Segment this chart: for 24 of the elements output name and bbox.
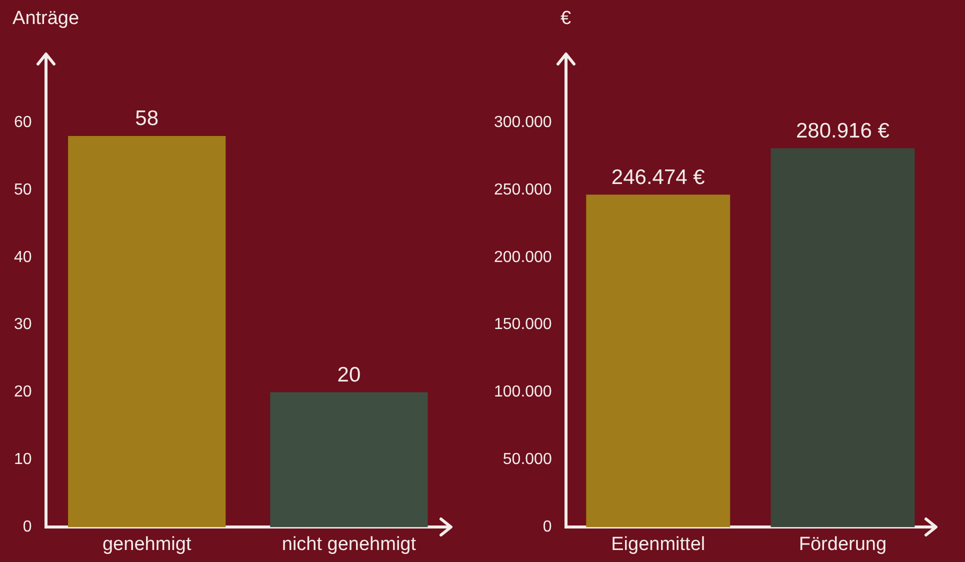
y-tick-label: 300.000 bbox=[494, 114, 552, 131]
y-tick-label: 40 bbox=[14, 248, 32, 266]
y-tick-label: 50 bbox=[14, 181, 32, 198]
y-tick-label: 20 bbox=[14, 384, 32, 401]
data-label: 280.916 € bbox=[796, 120, 890, 142]
data-label: 246.474 € bbox=[611, 166, 706, 189]
data-label: 20 bbox=[337, 364, 361, 387]
x-tick-label: genehmigt bbox=[102, 534, 192, 555]
y-tick-label: 0 bbox=[542, 518, 552, 536]
y-tick-label: 0 bbox=[22, 518, 32, 536]
y-tick-label: 100.000 bbox=[494, 384, 552, 401]
data-label: 58 bbox=[135, 107, 159, 130]
y-tick-label: 150.000 bbox=[494, 316, 552, 334]
y-tick-label: 30 bbox=[14, 316, 32, 334]
y-tick-label: 200.000 bbox=[494, 248, 552, 266]
y-axis-title: Anträge bbox=[12, 8, 80, 30]
y-tick-label: 10 bbox=[14, 451, 32, 468]
x-tick-label: Förderung bbox=[798, 534, 887, 555]
y-axis-title: € bbox=[560, 8, 572, 30]
y-tick-label: 250.000 bbox=[494, 181, 552, 198]
x-tick-label: Eigenmittel bbox=[611, 534, 706, 555]
y-tick-label: 60 bbox=[14, 114, 32, 131]
x-tick-label: nicht genehmigt bbox=[282, 534, 417, 555]
y-tick-label: 50.000 bbox=[502, 451, 552, 468]
